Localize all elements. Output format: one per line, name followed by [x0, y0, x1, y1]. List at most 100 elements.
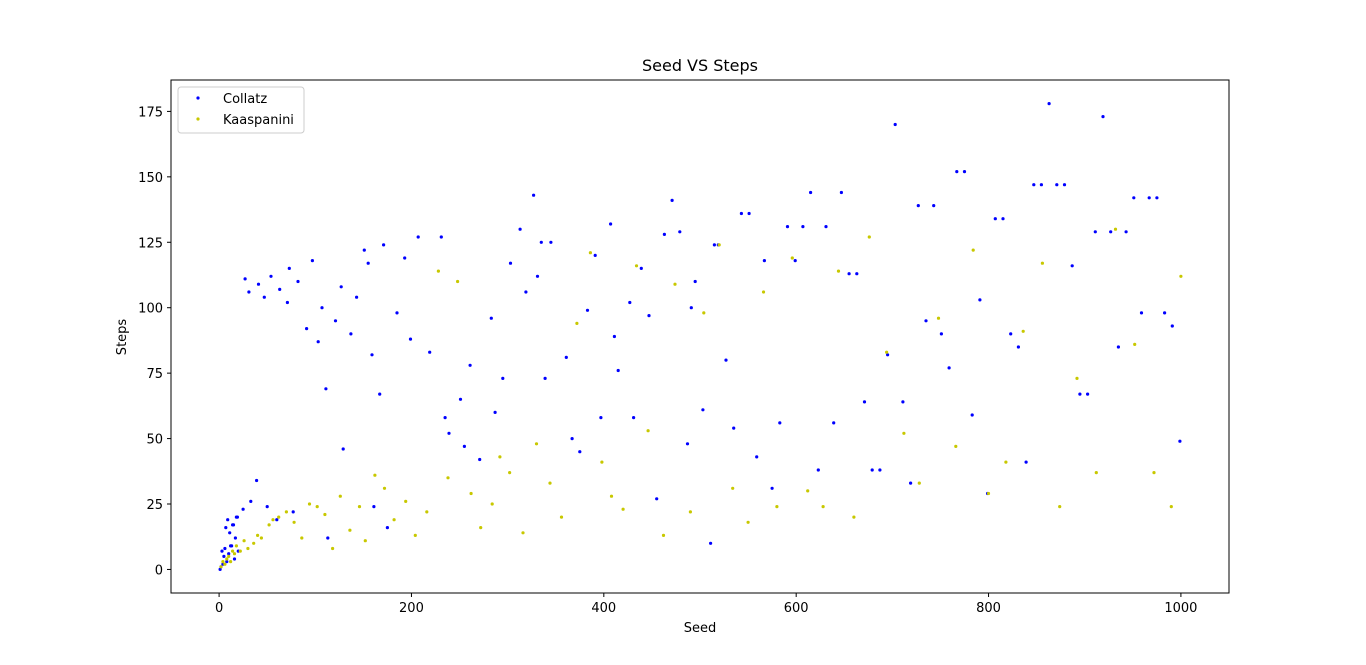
y-tick-label: 175	[138, 105, 163, 120]
plot-content	[218, 102, 1183, 572]
data-point	[1039, 183, 1043, 187]
data-point	[305, 327, 309, 331]
data-point	[1055, 183, 1059, 187]
data-point	[539, 240, 543, 244]
chart-title: Seed VS Steps	[642, 56, 758, 75]
legend: Collatz Kaaspanini	[177, 86, 305, 134]
data-point	[357, 505, 362, 509]
data-point	[489, 316, 493, 320]
data-point	[612, 334, 617, 339]
data-point	[315, 505, 319, 509]
data-point	[1170, 324, 1174, 328]
data-point	[867, 235, 871, 239]
data-point	[348, 528, 352, 532]
data-point	[832, 421, 836, 425]
data-point	[385, 526, 389, 530]
data-point	[712, 243, 717, 247]
data-point	[761, 290, 766, 294]
data-point	[578, 450, 582, 454]
y-tick-label: 75	[146, 367, 163, 382]
data-point	[821, 505, 825, 509]
data-point	[331, 546, 335, 551]
legend-box	[177, 86, 305, 134]
data-point	[233, 536, 237, 540]
data-point	[1078, 392, 1082, 396]
data-point	[543, 376, 547, 380]
data-point	[670, 198, 674, 202]
data-point	[436, 269, 440, 273]
data-point	[382, 486, 387, 490]
x-tick-label: 800	[976, 601, 1001, 616]
data-point	[1001, 217, 1005, 221]
data-point	[532, 193, 536, 197]
data-point	[307, 502, 312, 506]
data-point	[425, 510, 429, 514]
data-point	[458, 397, 463, 401]
legend-label-kaaspanini: Kaaspanini	[223, 113, 294, 128]
data-point	[1004, 460, 1008, 464]
data-point	[646, 429, 650, 433]
data-point	[256, 282, 261, 286]
data-point	[585, 308, 590, 312]
data-point	[661, 533, 666, 538]
data-point	[246, 546, 250, 551]
data-point	[1152, 471, 1156, 475]
data-point	[824, 225, 828, 229]
data-point	[1093, 230, 1097, 234]
data-point	[702, 311, 706, 315]
data-point	[962, 170, 967, 174]
data-point	[1058, 505, 1062, 509]
data-point	[1021, 329, 1025, 333]
data-point	[408, 337, 413, 341]
data-point	[1163, 311, 1167, 315]
data-point	[693, 279, 697, 284]
data-point	[564, 355, 568, 359]
data-point	[778, 421, 782, 425]
data-point	[609, 222, 613, 226]
data-point	[366, 261, 370, 265]
data-point	[609, 494, 614, 498]
y-axis-label: Steps	[115, 319, 130, 356]
x-tick-label: 1000	[1164, 601, 1197, 616]
data-point	[1139, 311, 1144, 315]
data-point	[739, 211, 744, 216]
y-tick-label: 0	[155, 563, 163, 578]
data-point	[292, 520, 296, 524]
data-point	[324, 387, 328, 391]
data-point	[724, 358, 728, 362]
data-point	[916, 204, 920, 208]
data-point	[1178, 439, 1182, 443]
data-point	[954, 444, 958, 448]
data-point	[534, 442, 539, 446]
data-point	[287, 266, 291, 270]
data-point	[947, 366, 951, 370]
data-point	[259, 536, 263, 540]
data-point	[732, 426, 736, 430]
data-point	[403, 256, 407, 260]
data-point	[801, 225, 805, 229]
data-point	[349, 332, 353, 336]
data-point	[836, 269, 841, 273]
data-point	[219, 565, 223, 569]
data-point	[852, 515, 856, 519]
data-point	[221, 560, 225, 564]
data-point	[701, 408, 705, 412]
data-point	[762, 259, 767, 263]
data-point	[790, 256, 794, 260]
data-point	[223, 546, 227, 551]
data-point	[508, 471, 512, 475]
data-point	[847, 272, 851, 276]
data-point	[291, 510, 295, 514]
data-point	[599, 416, 603, 420]
data-point	[229, 560, 233, 564]
data-point	[746, 520, 750, 524]
data-point	[249, 499, 253, 503]
data-point	[242, 539, 246, 543]
data-point	[806, 489, 810, 493]
data-point	[634, 264, 639, 268]
data-point	[1070, 264, 1074, 268]
data-point	[447, 431, 451, 435]
data-point	[939, 332, 944, 336]
data-point	[439, 235, 443, 239]
data-point	[600, 460, 604, 464]
